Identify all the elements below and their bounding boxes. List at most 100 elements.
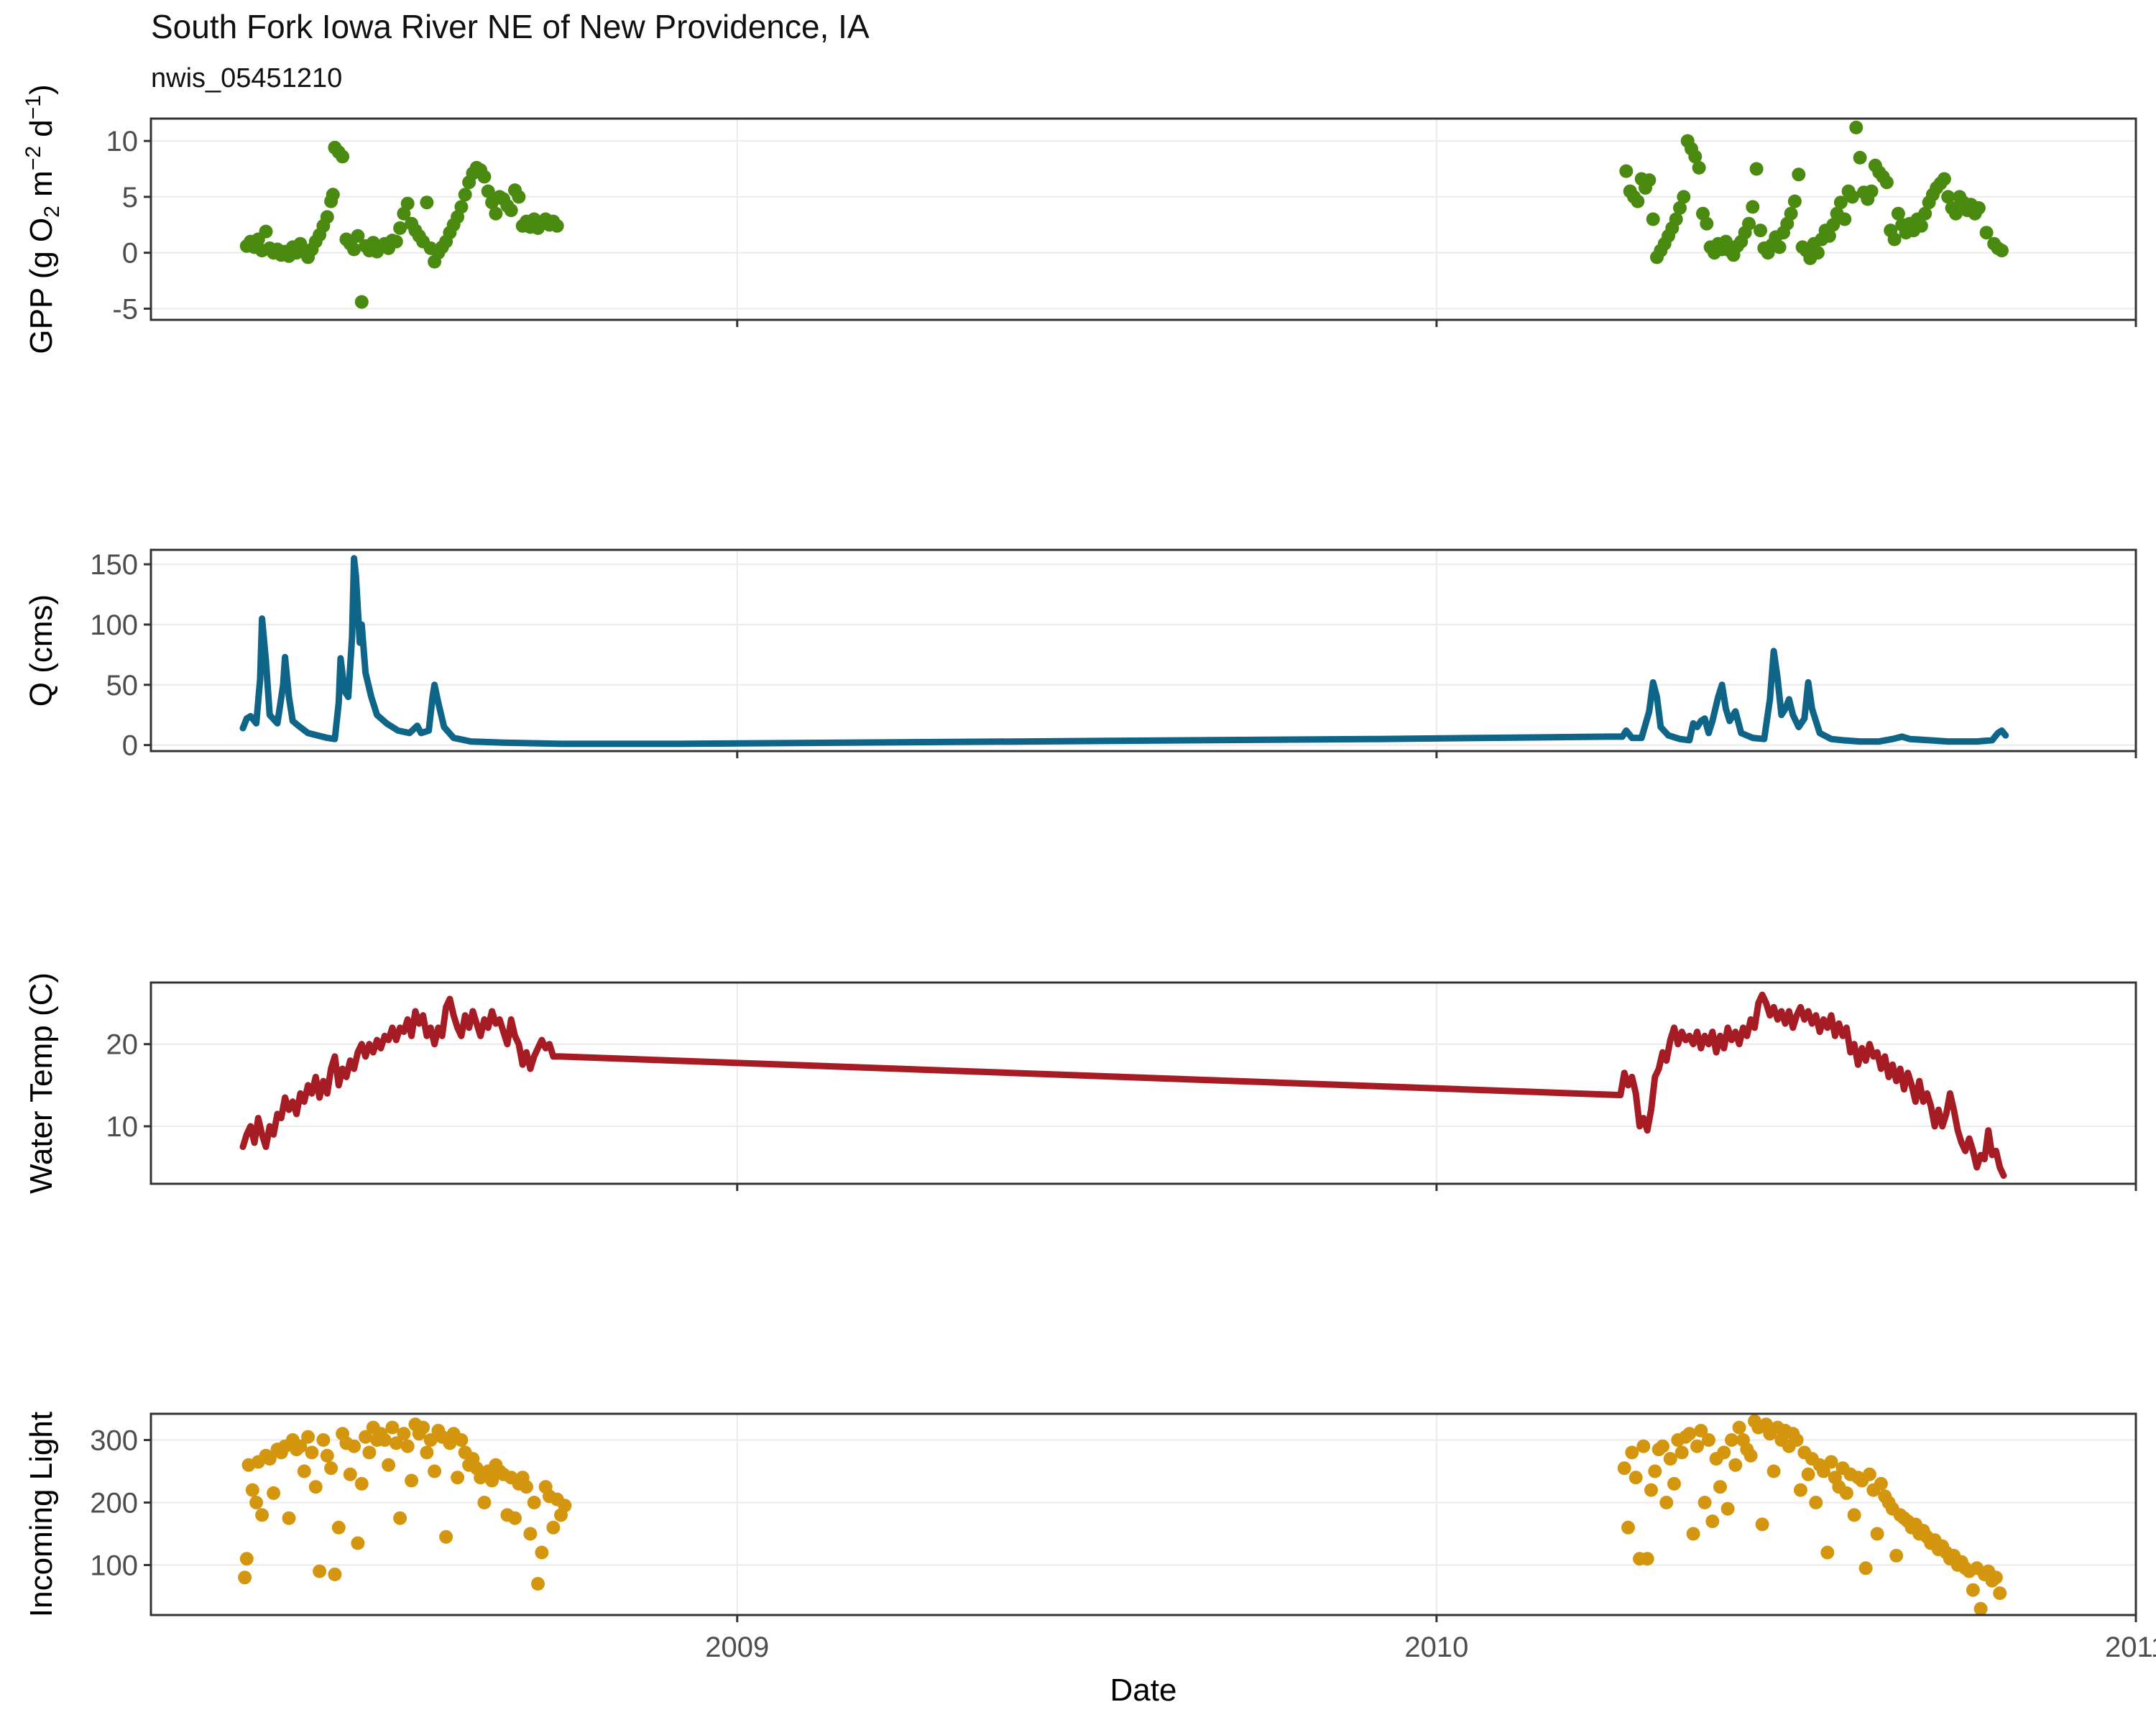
light-data-point [1640, 1552, 1654, 1566]
gpp-data-point [1833, 196, 1848, 210]
gpp-data-point [550, 218, 564, 233]
light-data-point [1617, 1461, 1631, 1476]
light-data-point [1858, 1561, 1873, 1576]
y-tick-label: 100 [90, 1550, 138, 1581]
light-data-point [428, 1464, 442, 1478]
gpp-data-point [393, 221, 407, 235]
light-data-point [1889, 1548, 1904, 1563]
light-data-point [331, 1520, 346, 1535]
light-data-point [389, 1436, 403, 1450]
light-data-point [1720, 1501, 1735, 1516]
gpp-data-point [512, 190, 526, 204]
light-data-point [1663, 1452, 1677, 1466]
light-data-point [1659, 1496, 1674, 1509]
gpp-data-point [1891, 206, 1905, 221]
light-data-point [397, 1427, 411, 1441]
light-data-point [1705, 1514, 1720, 1529]
gpp-data-point [1864, 184, 1879, 198]
light-data-point [382, 1458, 396, 1472]
y-tick-label: 0 [122, 238, 138, 270]
gpp-data-point [326, 188, 340, 202]
light-data-point [267, 1486, 281, 1500]
light-data-point [239, 1552, 254, 1566]
gpp-data-point [1669, 212, 1683, 226]
light-y-axis-title: Incoming Light [24, 1412, 59, 1617]
light-data-point [1674, 1445, 1689, 1460]
gpp-data-point [504, 203, 518, 218]
gpp-data-point [1838, 212, 1852, 226]
gpp-data-point [1879, 175, 1894, 190]
y-tick-label: 50 [106, 670, 139, 702]
gpp-data-point [1746, 200, 1760, 214]
light-data-point [1993, 1586, 2007, 1601]
gpp-data-point [1688, 150, 1703, 164]
q-series-line [239, 555, 2009, 748]
gpp-data-point [1845, 190, 1859, 204]
gpp-data-point [1826, 218, 1841, 232]
light-data-point [477, 1496, 492, 1509]
y-tick-label: 100 [90, 610, 138, 641]
gpp-data-point [489, 206, 503, 221]
panel-border [149, 981, 2137, 1185]
gpp-data-point [1631, 194, 1645, 208]
light-data-point [1667, 1476, 1681, 1491]
light-data-point [385, 1420, 400, 1435]
light-data-point [1728, 1458, 1743, 1472]
x-tick-label: 2010 [1404, 1632, 1468, 1663]
light-data-point [1973, 1601, 1988, 1616]
light-data-point [377, 1433, 392, 1447]
gpp-data-point [1700, 216, 1714, 231]
light-data-point [1966, 1583, 1980, 1597]
gpp-data-point [1677, 190, 1691, 204]
gpp-data-point [1810, 246, 1825, 260]
light-data-point [1820, 1545, 1835, 1560]
light-data-point [1690, 1439, 1704, 1453]
light-data-point [420, 1445, 434, 1460]
light-data-point [1839, 1486, 1853, 1500]
gpp-data-point [1619, 164, 1634, 178]
light-data-point [305, 1445, 319, 1460]
gpp-data-point [1673, 201, 1687, 215]
gpp-data-point [1918, 206, 1932, 221]
light-data-point [343, 1467, 357, 1481]
light-data-point [316, 1433, 331, 1447]
gpp-data-point [458, 188, 472, 202]
light-data-point [1989, 1570, 2003, 1585]
y-tick-label: 5 [122, 182, 138, 213]
light-data-point [558, 1499, 572, 1513]
q-y-axis-title: Q (cms) [24, 594, 59, 707]
light-data-point [1862, 1467, 1876, 1481]
light-data-point [393, 1511, 407, 1525]
gpp-data-point [454, 200, 469, 214]
gpp-data-point [1749, 162, 1764, 176]
light-data-point [523, 1527, 538, 1541]
light-data-point [1713, 1480, 1727, 1494]
light-data-point [531, 1577, 545, 1591]
gpp-data-point [351, 229, 365, 243]
light-data-point [1816, 1464, 1830, 1478]
light-data-point [1656, 1439, 1669, 1453]
panel-border [149, 117, 2137, 321]
y-tick-label: 300 [90, 1425, 138, 1457]
light-data-point [1628, 1471, 1643, 1485]
light-data-point [347, 1439, 361, 1453]
light-data-point [1801, 1467, 1815, 1481]
gpp-data-point [1994, 244, 2009, 258]
light-data-point [245, 1483, 259, 1497]
light-data-point [255, 1508, 270, 1522]
gpp-data-point [1642, 173, 1657, 188]
light-data-point [308, 1480, 323, 1494]
light-data-point [1694, 1424, 1708, 1438]
y-tick-label: 200 [90, 1487, 138, 1519]
gpp-data-point [1849, 120, 1864, 134]
light-data-point [293, 1439, 308, 1453]
light-data-point [1789, 1433, 1804, 1447]
light-data-point [297, 1464, 311, 1478]
light-data-point [324, 1461, 338, 1476]
light-data-point [527, 1496, 541, 1509]
light-data-point [359, 1430, 373, 1444]
gpp-data-point [1979, 226, 1994, 240]
light-data-point [1725, 1433, 1738, 1447]
light-data-point [1847, 1508, 1861, 1522]
